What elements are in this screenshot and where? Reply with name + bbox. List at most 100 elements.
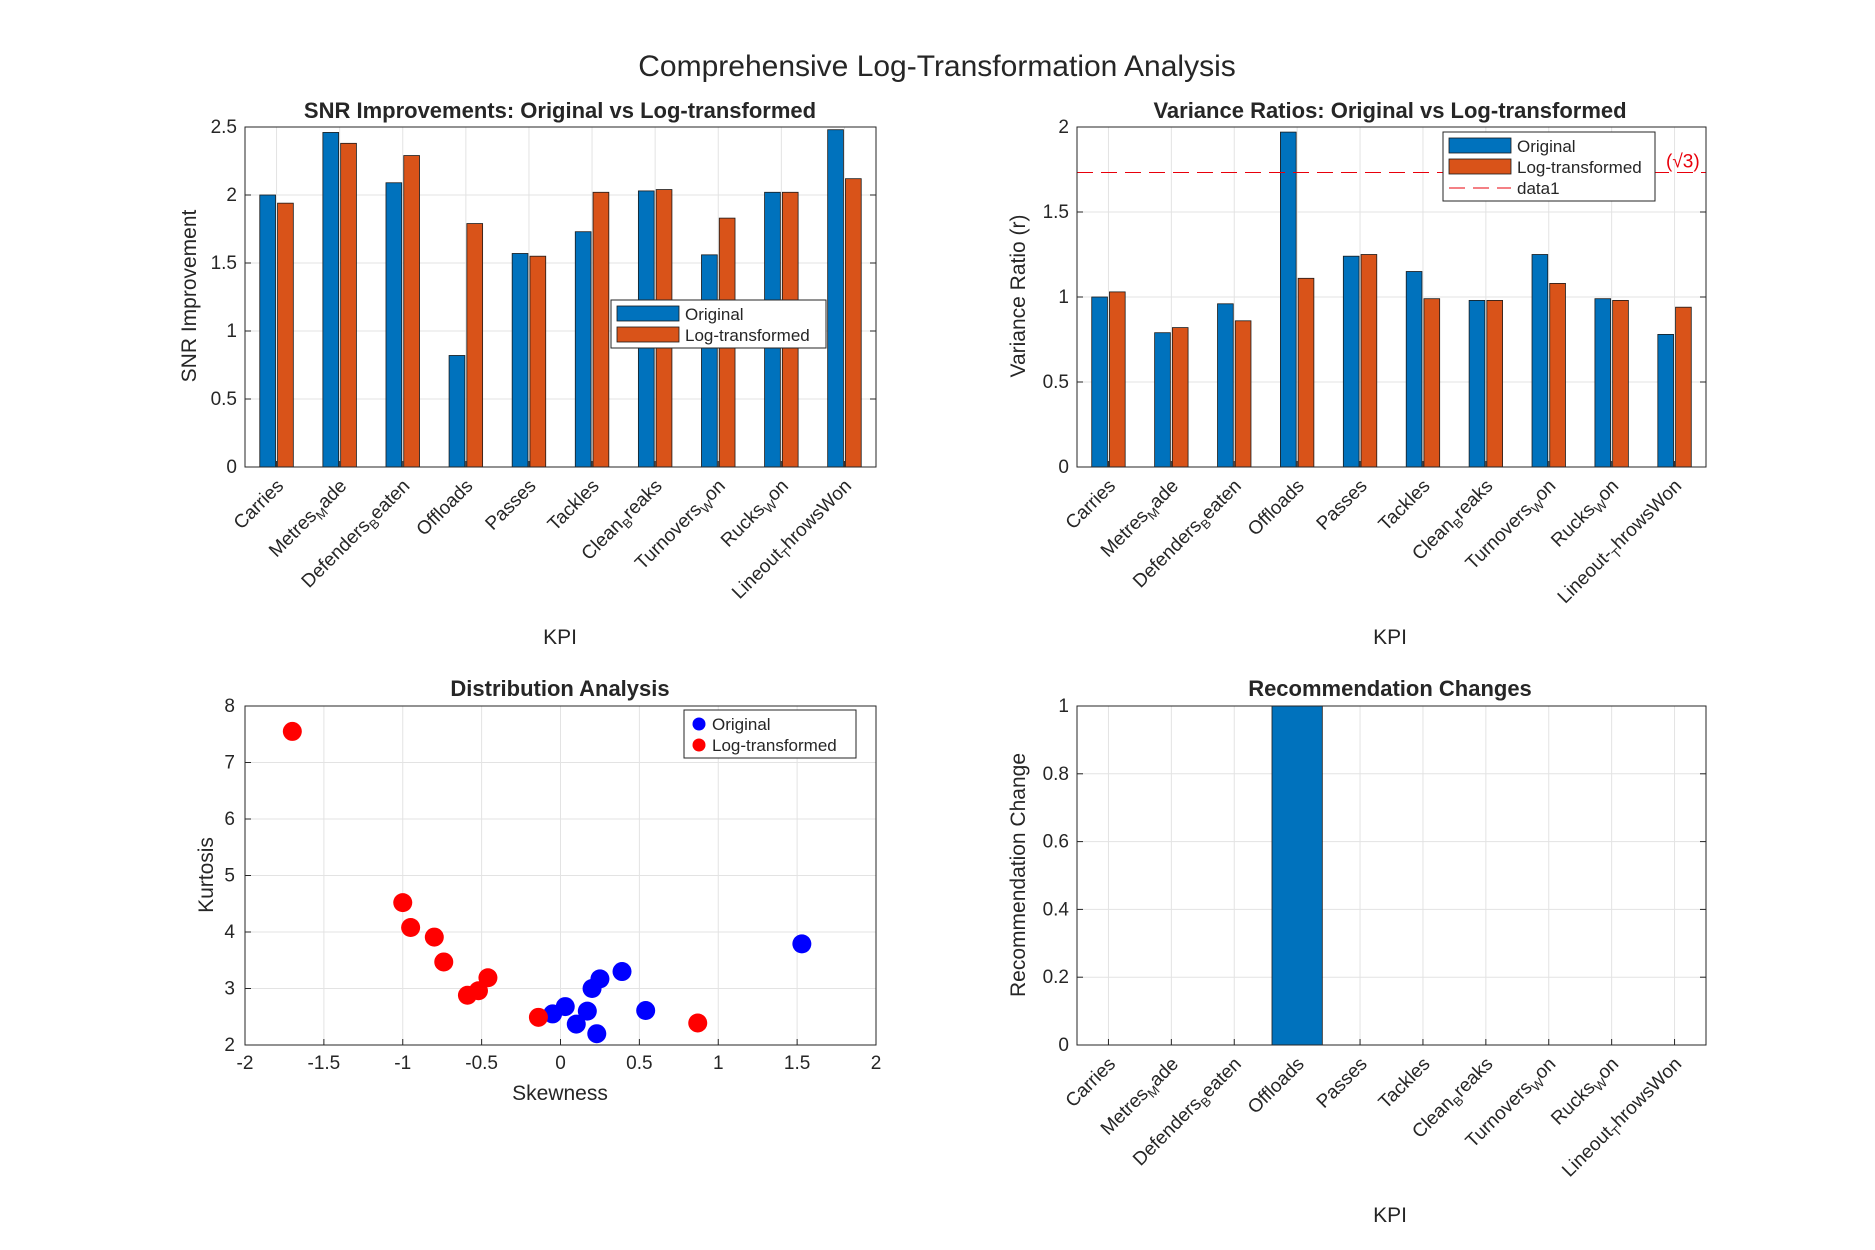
distribution-point-log-transformed xyxy=(424,927,444,947)
snr-bar-log-transformed xyxy=(340,142,357,468)
variance-bar-original xyxy=(1091,296,1108,468)
recommendation-axes-box xyxy=(1076,705,1707,1046)
snr-bar-original xyxy=(574,231,592,468)
distribution-y-tick-label: 5 xyxy=(224,866,235,887)
snr-bar-original xyxy=(827,129,844,468)
snr-bar-log-transformed xyxy=(403,155,420,468)
snr-y-tick-label: 2.5 xyxy=(211,117,237,138)
distribution-plot-title: Distribution Analysis xyxy=(450,676,669,701)
distribution-legend-label: Original xyxy=(712,715,771,734)
distribution-point-original xyxy=(612,962,632,982)
snr-bar-original xyxy=(448,355,466,468)
snr-legend-swatch xyxy=(616,305,680,322)
snr-y-axis-label: SNR Improvement xyxy=(178,209,201,382)
variance-bar-log-transformed xyxy=(1423,298,1441,468)
distribution-x-tick-label: 0 xyxy=(555,1053,566,1074)
variance-bar-log-transformed xyxy=(1612,299,1629,468)
recommendation-y-tick-label: 0.2 xyxy=(1043,967,1069,988)
snr-bar-log-transformed xyxy=(845,178,862,468)
variance-bar-log-transformed xyxy=(1297,277,1315,468)
variance-bar-log-transformed xyxy=(1486,299,1503,468)
distribution-legend-marker xyxy=(692,717,706,731)
recommendation-y-tick-label: 0.4 xyxy=(1043,899,1070,920)
snr-bar-log-transformed xyxy=(529,255,547,468)
distribution-y-tick-label: 2 xyxy=(224,1035,235,1056)
snr-bar-original xyxy=(259,194,276,468)
snr-bar-original xyxy=(385,182,403,468)
snr-x-axis-label: KPI xyxy=(543,626,577,649)
distribution-x-tick-label: 1 xyxy=(713,1053,724,1074)
variance-y-tick-label: 1 xyxy=(1058,287,1069,308)
snr-y-tick-label: 0 xyxy=(226,457,237,478)
variance-bar-original xyxy=(1468,299,1486,468)
variance-bar-original xyxy=(1594,298,1612,468)
figure-title: Comprehensive Log-Transformation Analysi… xyxy=(638,50,1236,83)
variance-y-axis-label: Variance Ratio (r) xyxy=(1007,215,1030,378)
variance-bar-original xyxy=(1217,303,1234,468)
variance-bar-log-transformed xyxy=(1675,306,1692,468)
snr-y-tick-label: 2 xyxy=(226,185,237,206)
recommendation-bar xyxy=(1271,705,1323,1046)
snr-y-tick-label: 0.5 xyxy=(211,389,237,410)
distribution-point-original xyxy=(555,997,575,1017)
snr-bar-original xyxy=(701,254,718,468)
snr-legend-label: Log-transformed xyxy=(685,326,810,345)
distribution-y-tick-label: 4 xyxy=(224,922,235,943)
distribution-gridlines xyxy=(245,706,876,1045)
variance-bar-original xyxy=(1154,332,1171,468)
variance-bar-original xyxy=(1405,271,1423,468)
snr-legend-swatch xyxy=(616,326,680,343)
snr-y-tick-label: 1.5 xyxy=(211,253,237,274)
distribution-y-tick-label: 7 xyxy=(224,753,235,774)
variance-y-tick-label: 0 xyxy=(1058,457,1069,478)
snr-axes-box xyxy=(244,126,877,468)
distribution-x-tick-label: 0.5 xyxy=(626,1053,652,1074)
variance-bar-original xyxy=(1280,131,1297,468)
distribution-legend-label: Log-transformed xyxy=(712,736,837,755)
recommendation-y-tick-label: 0.6 xyxy=(1043,832,1069,853)
distribution-point-original xyxy=(590,969,610,989)
variance-legend: Original Log-transformed data1 xyxy=(1442,131,1656,202)
snr-legend: Original Log-transformed xyxy=(610,299,827,349)
variance-bar-original xyxy=(1342,255,1360,468)
distribution-point-original xyxy=(577,1001,597,1021)
variance-legend-label: Original xyxy=(1517,137,1576,156)
distribution-x-axis-label: Skewness xyxy=(512,1082,608,1105)
distribution-y-tick-label: 6 xyxy=(224,809,235,830)
variance-y-tick-label: 1.5 xyxy=(1043,202,1069,223)
variance-legend-label: Log-transformed xyxy=(1517,158,1642,177)
distribution-point-log-transformed xyxy=(401,917,421,937)
distribution-legend: Original Log-transformed xyxy=(683,709,857,759)
recommendation-y-tick-label: 0 xyxy=(1058,1035,1069,1056)
snr-bar-original xyxy=(511,253,529,468)
distribution-analysis-plot: Distribution Analysis Skewness Kurtosis … xyxy=(195,676,881,1105)
variance-bar-log-transformed xyxy=(1549,282,1566,468)
distribution-point-original xyxy=(636,1001,656,1021)
recommendation-axes-background xyxy=(1077,706,1706,1045)
snr-bar-log-transformed xyxy=(277,202,294,468)
variance-legend-swatch xyxy=(1448,137,1512,154)
distribution-x-tick-label: -1.5 xyxy=(308,1053,341,1074)
distribution-point-log-transformed xyxy=(688,1013,708,1033)
variance-y-tick-label: 0.5 xyxy=(1043,372,1069,393)
recommendation-gridlines xyxy=(1077,706,1706,1045)
recommendation-y-tick-label: 1 xyxy=(1058,696,1069,717)
distribution-legend-marker xyxy=(692,738,706,752)
snr-bar-original xyxy=(322,132,340,468)
variance-bar-original xyxy=(1657,333,1674,468)
variance-bar-log-transformed xyxy=(1109,291,1126,468)
distribution-x-tick-label: 2 xyxy=(871,1053,882,1074)
distribution-point-log-transformed xyxy=(478,968,498,988)
distribution-y-tick-label: 3 xyxy=(224,979,235,1000)
variance-axes-box xyxy=(1076,126,1707,468)
distribution-x-tick-label: -0.5 xyxy=(465,1053,498,1074)
recommendation-plot-title: Recommendation Changes xyxy=(1248,676,1532,701)
distribution-axes-box xyxy=(244,705,877,1046)
snr-plot-title: SNR Improvements: Original vs Log-transf… xyxy=(304,98,816,123)
variance-x-axis-label: KPI xyxy=(1373,626,1407,649)
recommendation-y-tick-label: 0.8 xyxy=(1043,764,1069,785)
distribution-point-original xyxy=(566,1014,586,1034)
variance-sqrt3-label: (√3) xyxy=(1666,152,1700,173)
distribution-x-tick-label: -1 xyxy=(394,1053,411,1074)
